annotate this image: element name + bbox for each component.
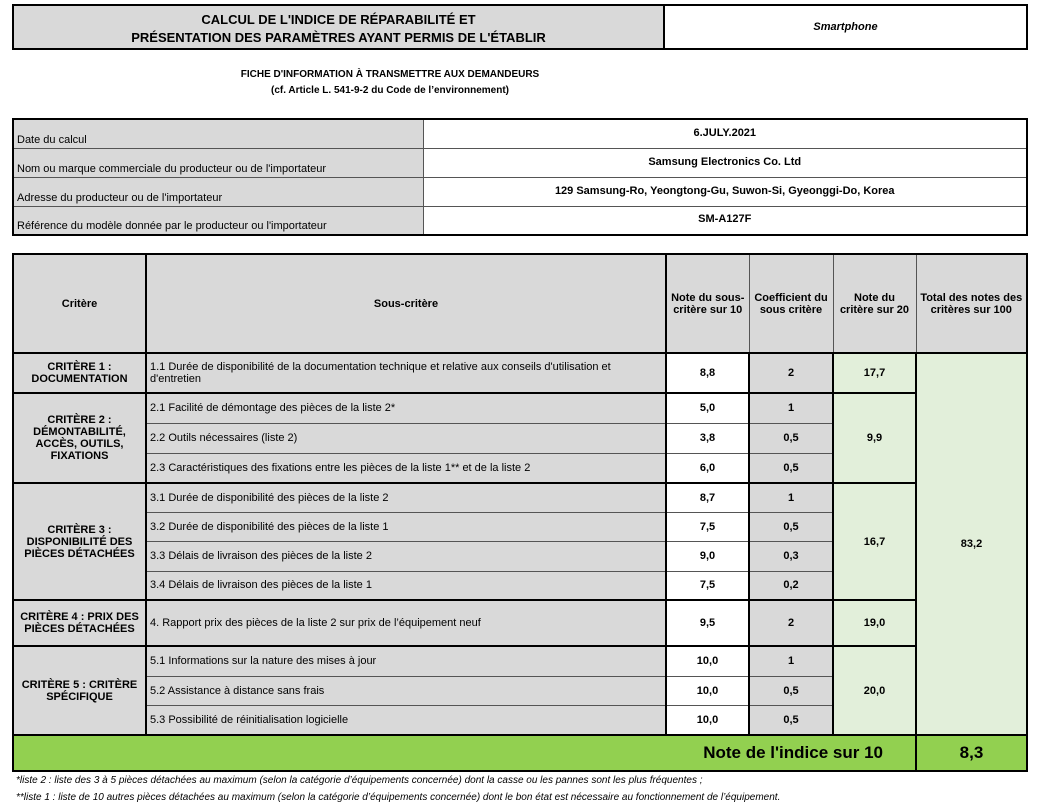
sub-criterion-coefficient: 0,5	[748, 511, 834, 542]
table-row: 2.2 Outils nécessaires (liste 2) 3,8 0,5	[13, 422, 1027, 454]
table-row: CRITÈRE 4 : PRIX DES PIÈCES DÉTACHÉES 4. …	[12, 599, 1027, 647]
sub-criterion-coefficient: 0,5	[748, 704, 834, 736]
sub-criterion-coefficient: 0,3	[748, 540, 834, 572]
info-row: Date du calcul 6.JULY.2021	[12, 118, 1028, 149]
sub-criterion-note: 10,0	[665, 675, 750, 706]
sub-criterion-label: 2.1 Facilité de démontage des pièces de …	[145, 392, 667, 424]
footnote-liste-1: **liste 1 : liste de 10 autres pièces dé…	[16, 792, 781, 803]
criterion-name: CRITÈRE 5 : CRITÈRE SPÉCIFIQUE	[12, 645, 147, 736]
product-type: Smartphone	[663, 4, 1028, 50]
info-label: Référence du modèle donnée par le produc…	[12, 205, 424, 236]
sub-criterion-note: 10,0	[665, 645, 750, 677]
footnote-liste-2: *liste 2 : liste des 3 à 5 pièces détach…	[16, 775, 703, 786]
criterion-score: 19,0	[832, 599, 917, 647]
info-table: Date du calcul 6.JULY.2021 Nom ou marque c…	[12, 118, 1028, 236]
sub-criterion-label: 4. Rapport prix des pièces de la liste 2…	[145, 599, 667, 647]
table-row: CRITÈRE 1 : DOCUMENTATION 1.1 Durée de di…	[12, 352, 1028, 736]
sub-criterion-label: 3.1 Durée de disponibilité des pièces de…	[145, 482, 667, 513]
sub-criterion-label: 5.3 Possibilité de réinitialisation logi…	[145, 704, 667, 736]
sub-criterion-label: 1.1 Durée de disponibilité de la documen…	[145, 352, 667, 394]
info-value: 6.JULY.2021	[422, 118, 1028, 149]
sub-criterion-label: 3.2 Durée de disponibilité des pièces de…	[145, 511, 667, 542]
table-row: 3.2 Durée de disponibilité des pièces de…	[13, 511, 1027, 542]
subtitle: FICHE D'INFORMATION À TRANSMETTRE AUX DE…	[120, 67, 660, 99]
sub-criterion-coefficient: 2	[748, 599, 834, 647]
info-value: 129 Samsung-Ro, Yeongtong-Gu, Suwon-Si, …	[422, 176, 1028, 207]
sub-criterion-coefficient: 0,5	[748, 452, 834, 484]
sub-criterion-note: 8,7	[665, 482, 750, 513]
title-line-1: CALCUL DE L'INDICE DE RÉPARABILITÉ ET	[201, 12, 476, 27]
table-row: CRITÈRE 2 : DÉMONTABILITÉ, ACCÈS, OUTILS…	[12, 392, 1027, 484]
total-score: 83,2	[915, 352, 1028, 736]
title-box: CALCUL DE L'INDICE DE RÉPARABILITÉ ET PR…	[12, 4, 665, 50]
sub-criterion-coefficient: 1	[748, 392, 834, 424]
sub-criterion-label: 2.2 Outils nécessaires (liste 2)	[145, 422, 667, 454]
table-row: 5.2 Assistance à distance sans frais 10,0…	[13, 675, 1027, 706]
sub-criterion-label: 5.2 Assistance à distance sans frais	[145, 675, 667, 706]
info-row: Référence du modèle donnée par le produc…	[12, 205, 1028, 236]
criterion-score: 9,9	[832, 392, 917, 484]
sub-criterion-note: 9,0	[665, 540, 750, 572]
sub-criterion-note: 3,8	[665, 422, 750, 454]
criterion-score: 16,7	[832, 482, 917, 601]
sub-criterion-coefficient: 1	[748, 645, 834, 677]
criterion-name: CRITÈRE 4 : PRIX DES PIÈCES DÉTACHÉES	[12, 599, 147, 647]
sub-criterion-coefficient: 0,2	[748, 570, 834, 601]
header-critere: Critère	[12, 253, 147, 354]
sub-criterion-coefficient: 1	[748, 482, 834, 513]
sub-criterion-label: 2.3 Caractéristiques des fixations entre…	[145, 452, 667, 484]
info-label: Nom ou marque commerciale du producteur …	[12, 147, 424, 178]
sub-criterion-coefficient: 2	[748, 352, 834, 394]
info-row: Nom ou marque commerciale du producteur …	[12, 147, 1028, 178]
sub-criterion-coefficient: 0,5	[748, 422, 834, 454]
table-row: CRITÈRE 5 : CRITÈRE SPÉCIFIQUE 5.1 Inform…	[12, 645, 1027, 736]
score-table: Critère Sous-critère Note du sous-critère …	[12, 253, 1028, 772]
info-label: Date du calcul	[12, 118, 424, 149]
subtitle-line-2: (cf. Article L. 541-9-2 du Code de l’env…	[270, 85, 509, 96]
criterion-name: CRITÈRE 2 : DÉMONTABILITÉ, ACCÈS, OUTILS…	[12, 392, 147, 484]
table-row: 3.3 Délais de livraison des pièces de la…	[13, 540, 1027, 572]
sub-criterion-label: 5.1 Informations sur la nature des mises…	[145, 645, 667, 677]
title-line-2: PRÉSENTATION DES PARAMÈTRES AYANT PERMIS…	[131, 30, 546, 45]
sub-criterion-note: 10,0	[665, 704, 750, 736]
criterion-name: CRITÈRE 1 : DOCUMENTATION	[12, 352, 147, 394]
info-row: Adresse du producteur ou de l'importateu…	[12, 176, 1028, 207]
header-sous-critere: Sous-critère	[145, 253, 667, 354]
sub-criterion-note: 8,8	[665, 352, 750, 394]
subtitle-line-1: FICHE D'INFORMATION À TRANSMETTRE AUX DE…	[240, 69, 540, 80]
header-note-critere: Note du critère sur 20	[832, 253, 917, 354]
sub-criterion-note: 7,5	[665, 511, 750, 542]
sub-criterion-note: 7,5	[665, 570, 750, 601]
criterion-name: CRITÈRE 3 : DISPONIBILITÉ DES PIÈCES DÉT…	[12, 482, 147, 601]
criterion-score: 17,7	[832, 352, 917, 394]
index-value: 8,3	[915, 734, 1028, 772]
table-row: 3.4 Délais de livraison des pièces de la…	[13, 570, 1027, 601]
header-note-sous-critere: Note du sous-critère sur 10	[665, 253, 750, 354]
index-label: Note de l'indice sur 10	[12, 734, 917, 772]
table-row: 2.3 Caractéristiques des fixations entre…	[13, 452, 1027, 484]
sub-criterion-coefficient: 0,5	[748, 675, 834, 706]
sub-criterion-label: 3.4 Délais de livraison des pièces de la…	[145, 570, 667, 601]
info-value: SM-A127F	[422, 205, 1028, 236]
footnotes: *liste 2 : liste des 3 à 5 pièces détach…	[16, 772, 780, 806]
table-row: CRITÈRE 3 : DISPONIBILITÉ DES PIÈCES DÉT…	[12, 482, 1027, 601]
sub-criterion-label: 3.3 Délais de livraison des pièces de la…	[145, 540, 667, 572]
criterion-score: 20,0	[832, 645, 917, 736]
info-label: Adresse du producteur ou de l'importateu…	[12, 176, 424, 207]
info-value: Samsung Electronics Co. Ltd	[422, 147, 1028, 178]
sub-criterion-note: 9,5	[665, 599, 750, 647]
header-total: Total des notes des critères sur 100	[915, 253, 1028, 354]
header-coefficient: Coefficient du sous critère	[748, 253, 834, 354]
sub-criterion-note: 5,0	[665, 392, 750, 424]
sub-criterion-note: 6,0	[665, 452, 750, 484]
